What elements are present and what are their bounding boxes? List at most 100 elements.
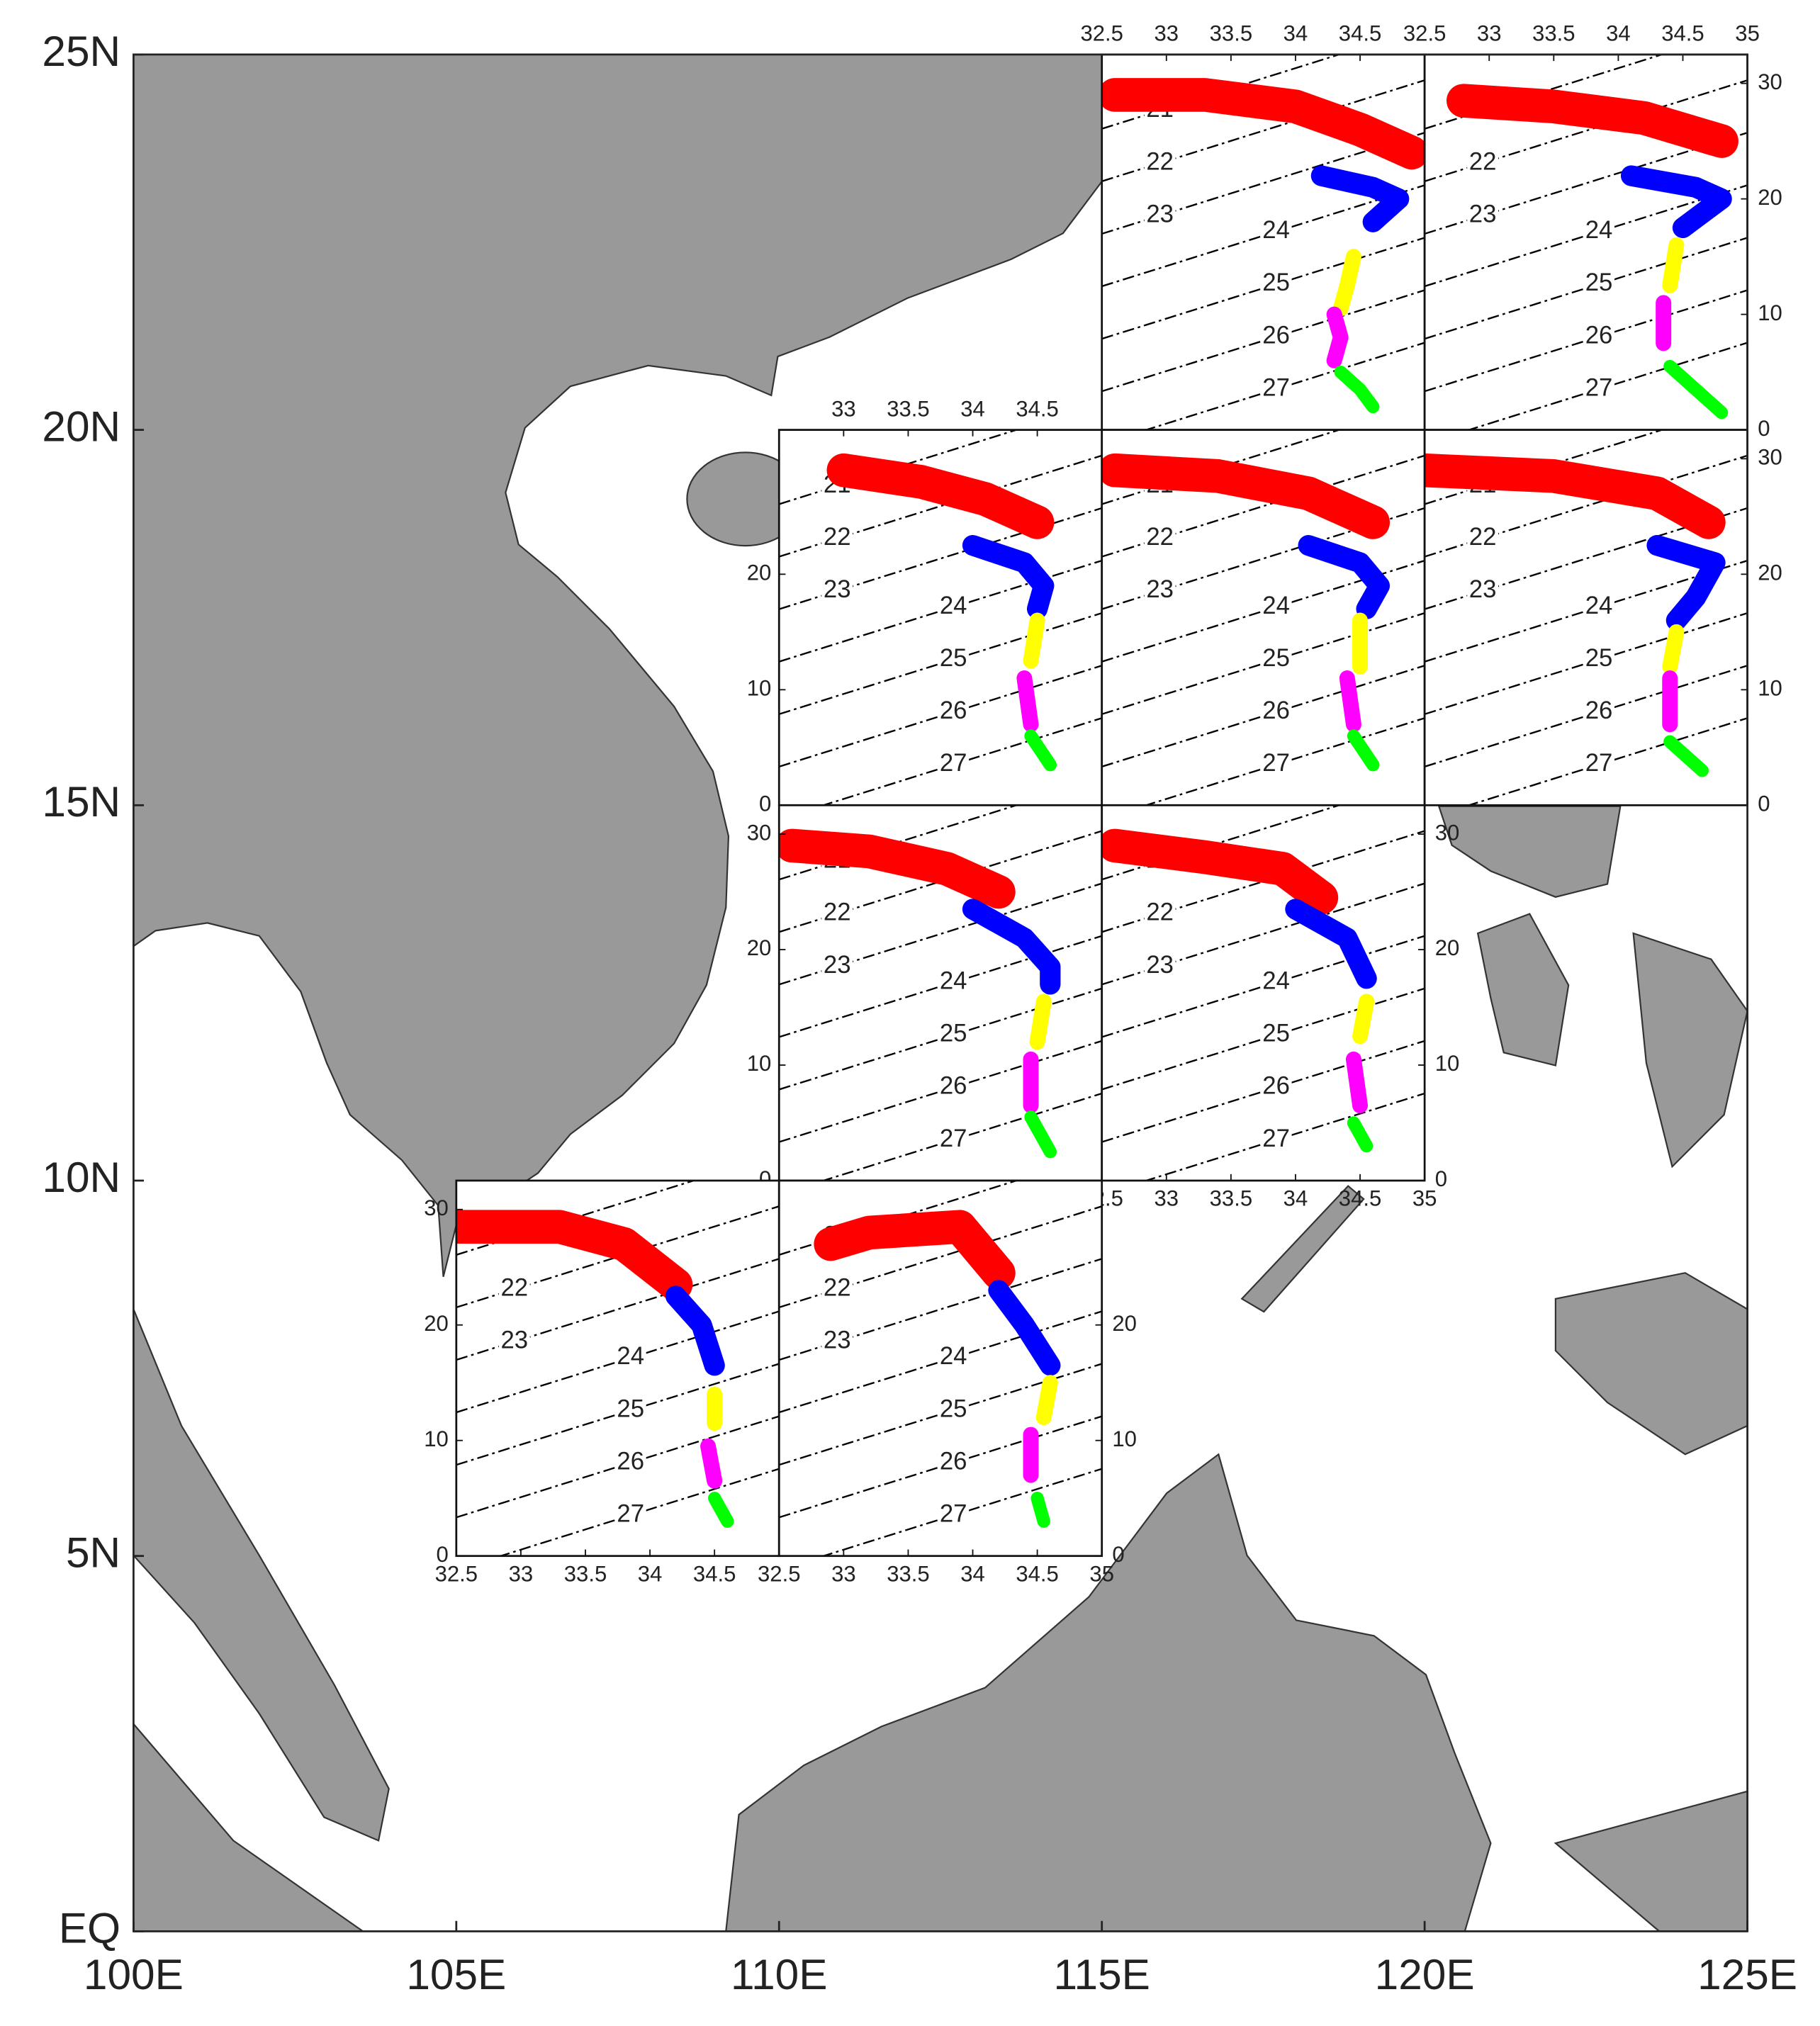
isopycnal-label: 26 <box>1585 322 1613 349</box>
isopycnal-label: 25 <box>617 1395 644 1422</box>
isopycnal-label: 26 <box>940 1448 967 1475</box>
y-tick-label: 15N <box>42 777 120 826</box>
isopycnal-label-bg <box>1144 955 1176 979</box>
isopycnal-label-bg <box>1467 579 1499 603</box>
isopycnal-label: 22 <box>1469 148 1497 175</box>
isopycnal <box>1425 559 1748 663</box>
isopycnal <box>779 1310 1102 1414</box>
isopycnal-label: 27 <box>1262 374 1290 401</box>
isopycnal-label-bg <box>1260 325 1292 349</box>
panel-x-tick-label: 34 <box>960 1561 985 1586</box>
isopycnal-label-bg <box>1260 595 1292 619</box>
water-mass-points <box>1030 1492 1050 1528</box>
y-tick-label: 25N <box>42 27 120 75</box>
panel-x-tick-label: 33.5 <box>887 1561 930 1586</box>
isopycnal-label: 24 <box>940 968 967 995</box>
panel-x-tick-label: 32.5 <box>435 1561 478 1586</box>
isopycnal-label-bg <box>498 1329 530 1354</box>
panel-y-tick-label: 10 <box>1435 1051 1460 1076</box>
isopycnal <box>820 717 1102 806</box>
water-mass-points <box>1029 994 1052 1050</box>
panel-y-tick-label: 30 <box>747 820 772 845</box>
panel-y-tick-label: 10 <box>747 1051 772 1076</box>
isopycnal <box>1425 454 1748 558</box>
isopycnal-label-bg <box>614 1451 646 1475</box>
water-mass-points <box>814 1210 1016 1290</box>
panel-x-tick-label: 34.5 <box>693 1561 736 1586</box>
y-tick-label: EQ <box>59 1903 120 1952</box>
isopycnal <box>456 1258 780 1361</box>
isopycnal-label: 25 <box>940 645 967 672</box>
mindanao <box>1554 1272 1748 1456</box>
panel-x-tick-label: 34 <box>1606 21 1631 46</box>
isopycnal-label: 27 <box>1585 750 1613 777</box>
panel-y-tick-label: 20 <box>424 1311 449 1336</box>
panel-x-tick-label: 35 <box>1089 1561 1114 1586</box>
water-mass-points <box>1662 624 1685 675</box>
isopycnal-label-bg <box>1144 902 1176 926</box>
water-mass-points <box>1339 670 1361 733</box>
isopycnal-label-bg <box>938 1023 970 1047</box>
isopycnal-label: 23 <box>824 952 851 979</box>
isopycnal-label: 27 <box>940 1500 967 1527</box>
panel-x-tick-label: 32.5 <box>1080 21 1123 46</box>
isopycnal <box>1101 454 1425 558</box>
isopycnal-label-bg <box>938 648 970 672</box>
y-tick-label: 10N <box>42 1153 120 1201</box>
isopycnal <box>779 1415 1102 1519</box>
water-mass-points <box>1024 729 1057 772</box>
x-tick-label: 125E <box>1697 1950 1797 1998</box>
water-mass-points <box>1447 84 1738 158</box>
x-tick-label: 110E <box>731 1950 827 1998</box>
isopycnal-label-bg <box>1144 527 1176 551</box>
panel-x-tick-label: 33.5 <box>887 396 930 421</box>
panel-x-tick-label: 33 <box>1477 21 1502 46</box>
panel-y-tick-label: 0 <box>1112 1542 1124 1567</box>
isopycnal-label-bg <box>1144 151 1176 175</box>
water-mass-points <box>1646 534 1726 631</box>
water-mass-points <box>700 1438 723 1489</box>
isopycnal-label: 22 <box>824 899 851 926</box>
isopycnal-label-bg <box>938 1076 970 1099</box>
isopycnal-label: 26 <box>1262 322 1290 349</box>
samar-leyte <box>1632 932 1748 1169</box>
panel-y-tick-label: 20 <box>1112 1311 1137 1336</box>
isopycnal-label: 25 <box>1585 645 1613 672</box>
panel-y-tick-label: 10 <box>424 1426 449 1451</box>
isopycnal-label-bg <box>1260 377 1292 401</box>
isopycnal-label: 26 <box>1262 697 1290 724</box>
isopycnal-label: 23 <box>1469 201 1497 227</box>
panel-y-tick-label: 20 <box>747 561 772 585</box>
panel-y-tick-label: 10 <box>747 676 772 701</box>
isopycnal-label-bg <box>1144 203 1176 227</box>
isopycnal-label-bg <box>498 1277 530 1301</box>
isopycnal-label-bg <box>1583 753 1615 777</box>
indochina <box>133 53 1103 1277</box>
luzon <box>1437 805 1622 898</box>
isopycnal-label: 27 <box>617 1500 644 1527</box>
panel-x-tick-label: 33 <box>509 1561 534 1586</box>
isopycnal <box>1101 289 1425 393</box>
isopycnal-label-bg <box>1583 272 1615 296</box>
panel-y-tick-label: 30 <box>424 1195 449 1220</box>
isopycnal <box>1101 1040 1425 1143</box>
isopycnal <box>1101 612 1425 715</box>
water-mass-points <box>1310 165 1410 232</box>
isopycnal-label-bg <box>821 1329 853 1354</box>
isopycnal-label: 22 <box>1146 899 1174 926</box>
isopycnal <box>1425 289 1748 393</box>
isopycnal-label: 23 <box>1146 201 1174 227</box>
isopycnal <box>1466 342 1748 430</box>
isopycnal-label: 23 <box>1469 576 1497 603</box>
isopycnal-label-bg <box>821 902 853 926</box>
isopycnal-label-bg <box>1260 648 1292 672</box>
isopycnal-label-bg <box>1260 220 1292 244</box>
panel-y-tick-label: 0 <box>1435 1166 1447 1191</box>
panel-x-tick-label: 34 <box>960 396 985 421</box>
isopycnal <box>1101 665 1425 767</box>
isopycnal-label: 23 <box>1146 576 1174 603</box>
